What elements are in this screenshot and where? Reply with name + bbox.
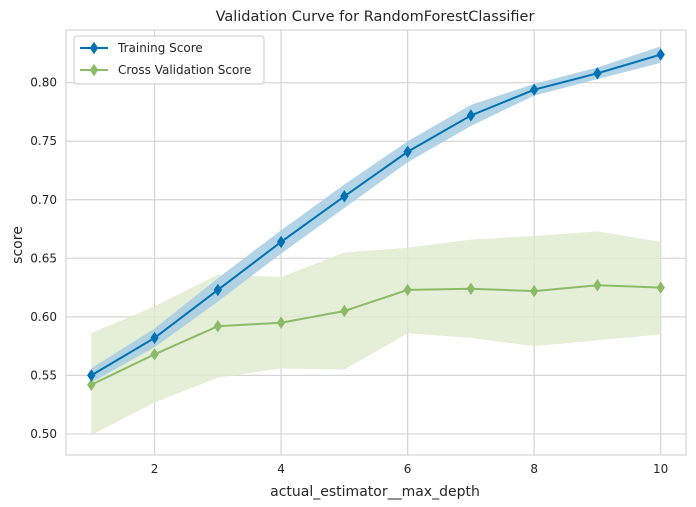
confidence-band [91,46,661,383]
series-markers [87,48,665,391]
x-axis-ticks: 2 4 6 8 10 [151,462,669,476]
data-point-marker [466,282,476,295]
data-point-marker [276,316,286,329]
legend-swatch-marker [89,63,99,77]
legend-swatch-marker [89,41,99,55]
legend: Training Score Cross Validation Score [73,35,265,85]
x-tick-label: 6 [404,462,412,476]
data-point-marker [276,235,286,249]
plot-area [65,29,687,456]
x-tick-label: 4 [277,462,285,476]
data-point-marker [403,145,412,158]
y-tick-label: 0.50 [30,427,57,441]
y-tick-label: 0.60 [30,310,57,324]
y-tick-label: 0.55 [30,368,57,382]
data-point-marker [150,348,159,361]
series-line [90,53,661,377]
data-point-marker [213,320,223,333]
data-point-marker [656,48,665,61]
legend-box [73,35,265,85]
x-axis-label: actual_estimator__max_depth [270,484,480,500]
legend-label: Cross Validation Score [118,63,251,77]
x-tick-label: 10 [653,462,668,476]
data-point-marker [593,279,602,292]
data-point-marker [213,283,223,297]
confidence-bands [91,46,661,436]
y-axis-ticks: 0.50 0.55 0.60 0.65 0.70 0.75 0.80 [30,76,57,441]
data-point-marker [656,281,665,294]
data-point-marker [466,109,476,122]
y-tick-label: 0.75 [30,134,57,148]
y-tick-label: 0.80 [30,76,57,90]
data-point-marker [340,304,349,318]
legend-label: Training Score [117,41,203,55]
chart-title: Validation Curve for RandomForestClassif… [216,9,535,25]
data-point-marker [403,283,412,297]
y-tick-label: 0.65 [30,251,57,265]
data-point-marker [150,331,159,345]
data-point-marker [529,284,539,298]
y-axis-label: score [10,226,26,264]
y-tick-label: 0.70 [30,193,57,207]
x-tick-label: 8 [530,462,538,476]
data-point-marker [593,67,602,80]
series-line [90,284,661,386]
series-lines [90,53,661,386]
data-point-marker [340,190,349,203]
data-point-marker [87,369,96,382]
x-tick-label: 2 [151,462,159,476]
data-point-marker [87,378,96,391]
data-point-marker [529,83,539,96]
